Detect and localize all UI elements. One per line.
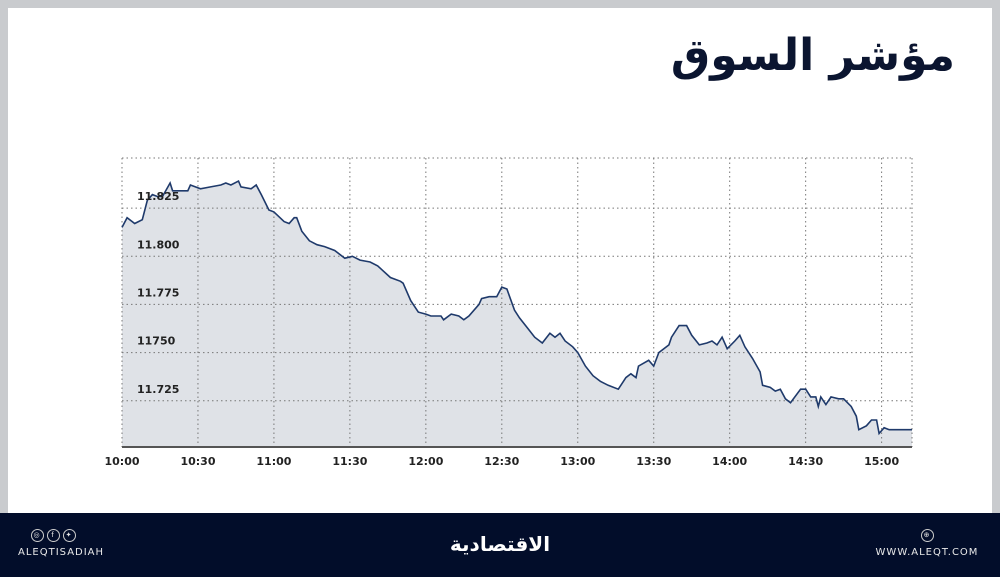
x-tick-label: 13:30 xyxy=(636,455,671,468)
website-link[interactable]: WWW.ALEQT.COM xyxy=(875,547,979,558)
instagram-icon[interactable]: ◎ xyxy=(30,529,44,542)
social-block: ◎ f ✦ ALEQTISADIAH xyxy=(18,529,105,558)
y-tick-label: 11750 xyxy=(137,335,176,348)
page-title: مؤشر السوق xyxy=(670,30,955,81)
x-tick-label: 11:00 xyxy=(256,455,291,468)
y-tick-label: 11.725 xyxy=(137,383,179,396)
area-fill xyxy=(122,181,912,447)
logo: الاقتصادية xyxy=(449,532,551,556)
twitter-icon[interactable]: ✦ xyxy=(62,529,76,542)
x-tick-label: 12:30 xyxy=(484,455,519,468)
website-block: ⊕ WWW.ALEQT.COM xyxy=(872,529,982,558)
social-handle: ALEQTISADIAH xyxy=(18,547,105,558)
y-tick-label: 11.775 xyxy=(137,286,179,299)
y-tick-label: 11.800 xyxy=(137,238,180,251)
x-tick-label: 11:30 xyxy=(332,455,367,468)
globe-icon: ⊕ xyxy=(920,529,934,542)
x-tick-label: 14:00 xyxy=(712,455,747,468)
x-tick-label: 12:00 xyxy=(408,455,443,468)
footer: ◎ f ✦ ALEQTISADIAH الاقتصادية ⊕ WWW.ALEQ… xyxy=(0,513,1000,577)
facebook-icon[interactable]: f xyxy=(46,529,60,542)
x-tick-label: 13:00 xyxy=(560,455,595,468)
y-tick-label: 11.825 xyxy=(137,190,179,203)
x-tick-label: 10:30 xyxy=(180,455,215,468)
x-tick-label: 10:00 xyxy=(104,455,139,468)
x-tick-label: 14:30 xyxy=(788,455,823,468)
grid xyxy=(121,157,913,447)
index-line xyxy=(121,179,912,436)
x-tick-label: 15:00 xyxy=(864,455,899,468)
y-tick-labels: 11.825 11.800 11.775 11750 11.725 xyxy=(137,190,180,396)
x-tick-labels: 10:00 10:30 11:00 11:30 12:00 12:30 13:00 13:30… xyxy=(104,455,899,468)
